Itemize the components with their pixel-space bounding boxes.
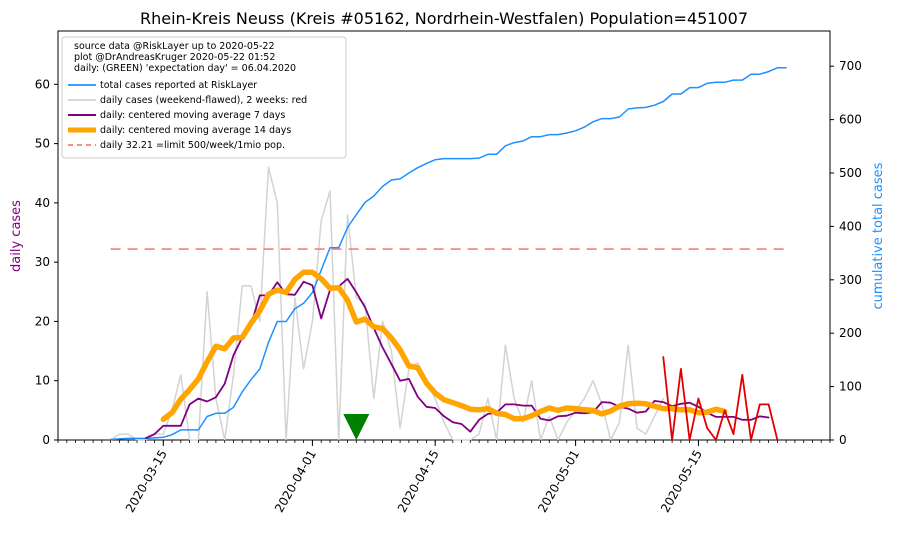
expectation-day-marker xyxy=(343,414,370,440)
legend-info-text: source data @RiskLayer up to 2020-05-22 xyxy=(74,41,275,52)
series-daily-raw-line xyxy=(109,166,665,441)
legend-label: daily: centered moving average 7 days xyxy=(100,110,285,121)
right-tick-label: 200 xyxy=(839,326,862,340)
left-tick-label: 0 xyxy=(42,433,50,447)
left-tick-label: 20 xyxy=(35,314,50,328)
right-tick-label: 400 xyxy=(839,219,862,233)
right-tick-label: 600 xyxy=(839,113,862,127)
plot-area: source data @RiskLayer up to 2020-05-22p… xyxy=(57,30,831,441)
legend-info-text: plot @DrAndreasKruger 2020-05-22 01:52 xyxy=(74,52,275,63)
x-tick-label: 2020-05-01 xyxy=(535,448,582,515)
legend-box xyxy=(61,36,347,159)
legend-label: daily 32.21 =limit 500/week/1mio pop. xyxy=(100,140,285,151)
legend: source data @RiskLayer up to 2020-05-22p… xyxy=(61,36,347,159)
x-tick-label: 2020-05-15 xyxy=(658,448,705,515)
x-tick-label: 2020-04-01 xyxy=(272,448,319,515)
legend-label: daily cases (weekend-flawed), 2 weeks: r… xyxy=(100,95,307,106)
right-tick-label: 300 xyxy=(839,273,862,287)
left-tick-label: 30 xyxy=(35,255,50,269)
left-tick-label: 50 xyxy=(35,137,50,151)
marker-layer xyxy=(343,414,370,440)
x-tick-label: 2020-04-15 xyxy=(395,448,442,515)
left-tick-label: 40 xyxy=(35,196,50,210)
right-tick-label: 0 xyxy=(839,433,847,447)
left-axis-label: daily cases xyxy=(9,200,24,272)
left-tick-label: 10 xyxy=(35,374,50,388)
right-tick-label: 100 xyxy=(839,380,862,394)
x-tick-label: 2020-03-15 xyxy=(123,448,170,515)
series-ma14-line xyxy=(160,269,728,423)
series-layer xyxy=(109,67,787,441)
legend-label: total cases reported at RiskLayer xyxy=(100,80,257,91)
series-total-line xyxy=(109,67,787,441)
legend-label: daily: centered moving average 14 days xyxy=(100,125,291,136)
legend-info-text: daily: (GREEN) 'expectation day' = 06.04… xyxy=(74,63,296,74)
right-tick-label: 500 xyxy=(839,166,862,180)
series-recent-line xyxy=(662,356,779,441)
right-tick-label: 700 xyxy=(839,59,862,73)
left-tick-label: 60 xyxy=(35,77,50,91)
chart-title: Rhein-Kreis Neuss (Kreis #05162, Nordrhe… xyxy=(140,9,748,28)
right-axis-label: cumulative total cases xyxy=(871,162,886,309)
